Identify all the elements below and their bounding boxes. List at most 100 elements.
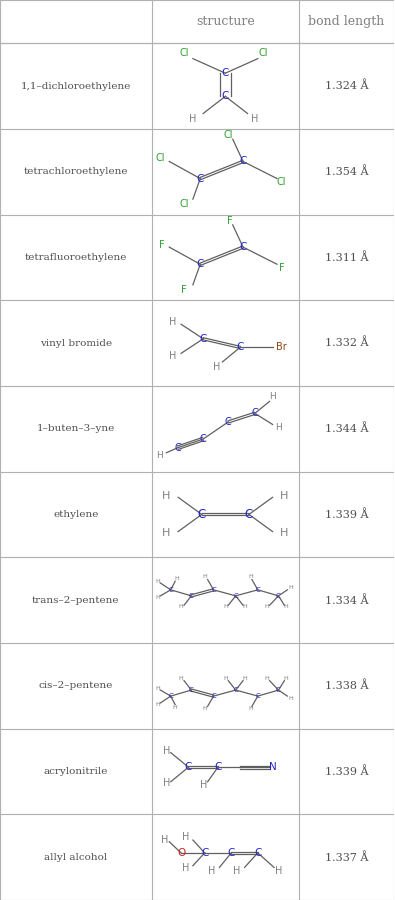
Text: C: C	[185, 762, 192, 772]
Text: C: C	[199, 334, 207, 344]
Text: H: H	[161, 835, 169, 845]
Text: H: H	[156, 451, 164, 460]
Text: N: N	[269, 762, 276, 772]
Text: O: O	[177, 848, 185, 858]
Text: H: H	[199, 780, 207, 790]
Text: structure: structure	[196, 15, 255, 28]
Text: 1.337 Å: 1.337 Å	[325, 851, 368, 862]
Text: H: H	[242, 605, 247, 609]
Text: H: H	[179, 677, 183, 681]
Text: C: C	[237, 342, 244, 353]
Text: H: H	[182, 863, 189, 873]
Text: H: H	[242, 677, 247, 681]
Text: C: C	[197, 259, 204, 269]
Text: H: H	[173, 705, 177, 710]
Text: H: H	[163, 746, 170, 756]
Text: C: C	[198, 508, 206, 521]
Text: F: F	[181, 285, 187, 295]
Text: H: H	[202, 574, 207, 580]
Text: Cl: Cl	[179, 49, 189, 58]
Text: H: H	[162, 528, 171, 538]
Text: H: H	[275, 422, 282, 431]
Text: H: H	[264, 605, 269, 609]
Text: tetrachloroethylene: tetrachloroethylene	[24, 167, 128, 176]
Text: H: H	[269, 392, 276, 400]
Text: H: H	[223, 677, 228, 681]
Text: C: C	[200, 434, 207, 444]
Text: H: H	[288, 585, 293, 590]
Text: H: H	[169, 317, 176, 327]
Text: 1.344 Å: 1.344 Å	[325, 423, 368, 434]
Text: H: H	[233, 866, 241, 876]
Text: H: H	[182, 832, 189, 842]
Text: 1.354 Å: 1.354 Å	[325, 166, 368, 177]
Text: 1,1–dichloroethylene: 1,1–dichloroethylene	[21, 82, 131, 91]
Text: C: C	[168, 693, 173, 699]
Text: H: H	[155, 579, 160, 584]
Text: F: F	[227, 216, 233, 226]
Text: H: H	[202, 706, 207, 711]
Text: Cl: Cl	[156, 153, 165, 163]
Text: H: H	[163, 778, 170, 788]
Text: H: H	[174, 576, 179, 581]
Text: H: H	[189, 113, 197, 123]
Text: ethylene: ethylene	[53, 510, 98, 519]
Text: C: C	[233, 687, 238, 693]
Text: H: H	[248, 706, 253, 711]
Text: F: F	[159, 239, 165, 249]
Text: C: C	[228, 848, 235, 858]
Text: C: C	[222, 91, 229, 102]
Text: 1.324 Å: 1.324 Å	[325, 81, 368, 92]
Text: H: H	[284, 605, 288, 609]
Text: H: H	[162, 491, 171, 500]
Text: H: H	[280, 491, 289, 500]
Text: 1–buten–3–yne: 1–buten–3–yne	[37, 424, 115, 433]
Text: C: C	[201, 848, 209, 858]
Text: 1.332 Å: 1.332 Å	[325, 338, 368, 348]
Text: H: H	[251, 113, 259, 123]
Text: trans–2–pentene: trans–2–pentene	[32, 596, 120, 605]
Text: C: C	[189, 593, 194, 598]
Text: H: H	[248, 574, 253, 580]
Text: H: H	[275, 866, 282, 876]
Text: H: H	[169, 351, 176, 361]
Text: C: C	[239, 157, 247, 166]
Text: H: H	[155, 595, 160, 600]
Text: C: C	[222, 68, 229, 78]
Text: bond length: bond length	[308, 15, 384, 28]
Text: cis–2–pentene: cis–2–pentene	[39, 681, 113, 690]
Text: C: C	[211, 587, 216, 593]
Text: C: C	[276, 687, 281, 693]
Text: C: C	[211, 693, 216, 699]
Text: H: H	[179, 605, 183, 609]
Text: C: C	[233, 593, 238, 598]
Text: H: H	[288, 697, 293, 701]
Text: 1.338 Å: 1.338 Å	[325, 680, 368, 691]
Text: acrylonitrile: acrylonitrile	[43, 767, 108, 776]
Text: Cl: Cl	[259, 49, 269, 58]
Text: tetrafluoroethylene: tetrafluoroethylene	[24, 253, 127, 262]
Text: C: C	[225, 417, 232, 427]
Text: H: H	[155, 686, 160, 691]
Text: H: H	[209, 866, 216, 876]
Text: C: C	[245, 508, 253, 521]
Text: F: F	[278, 263, 284, 273]
Text: C: C	[276, 593, 281, 598]
Text: C: C	[256, 693, 260, 699]
Text: Cl: Cl	[276, 177, 286, 187]
Text: Cl: Cl	[179, 199, 189, 210]
Text: H: H	[280, 528, 289, 538]
Text: H: H	[155, 702, 160, 707]
Text: C: C	[197, 174, 204, 184]
Text: C: C	[239, 242, 247, 252]
Text: C: C	[252, 409, 258, 419]
Text: C: C	[175, 443, 181, 453]
Text: H: H	[213, 362, 220, 372]
Text: H: H	[264, 677, 269, 681]
Text: C: C	[189, 687, 194, 693]
Text: C: C	[254, 848, 261, 858]
Text: vinyl bromide: vinyl bromide	[40, 338, 112, 347]
Text: 1.311 Å: 1.311 Å	[325, 252, 368, 263]
Text: H: H	[223, 605, 228, 609]
Text: 1.339 Å: 1.339 Å	[325, 509, 368, 520]
